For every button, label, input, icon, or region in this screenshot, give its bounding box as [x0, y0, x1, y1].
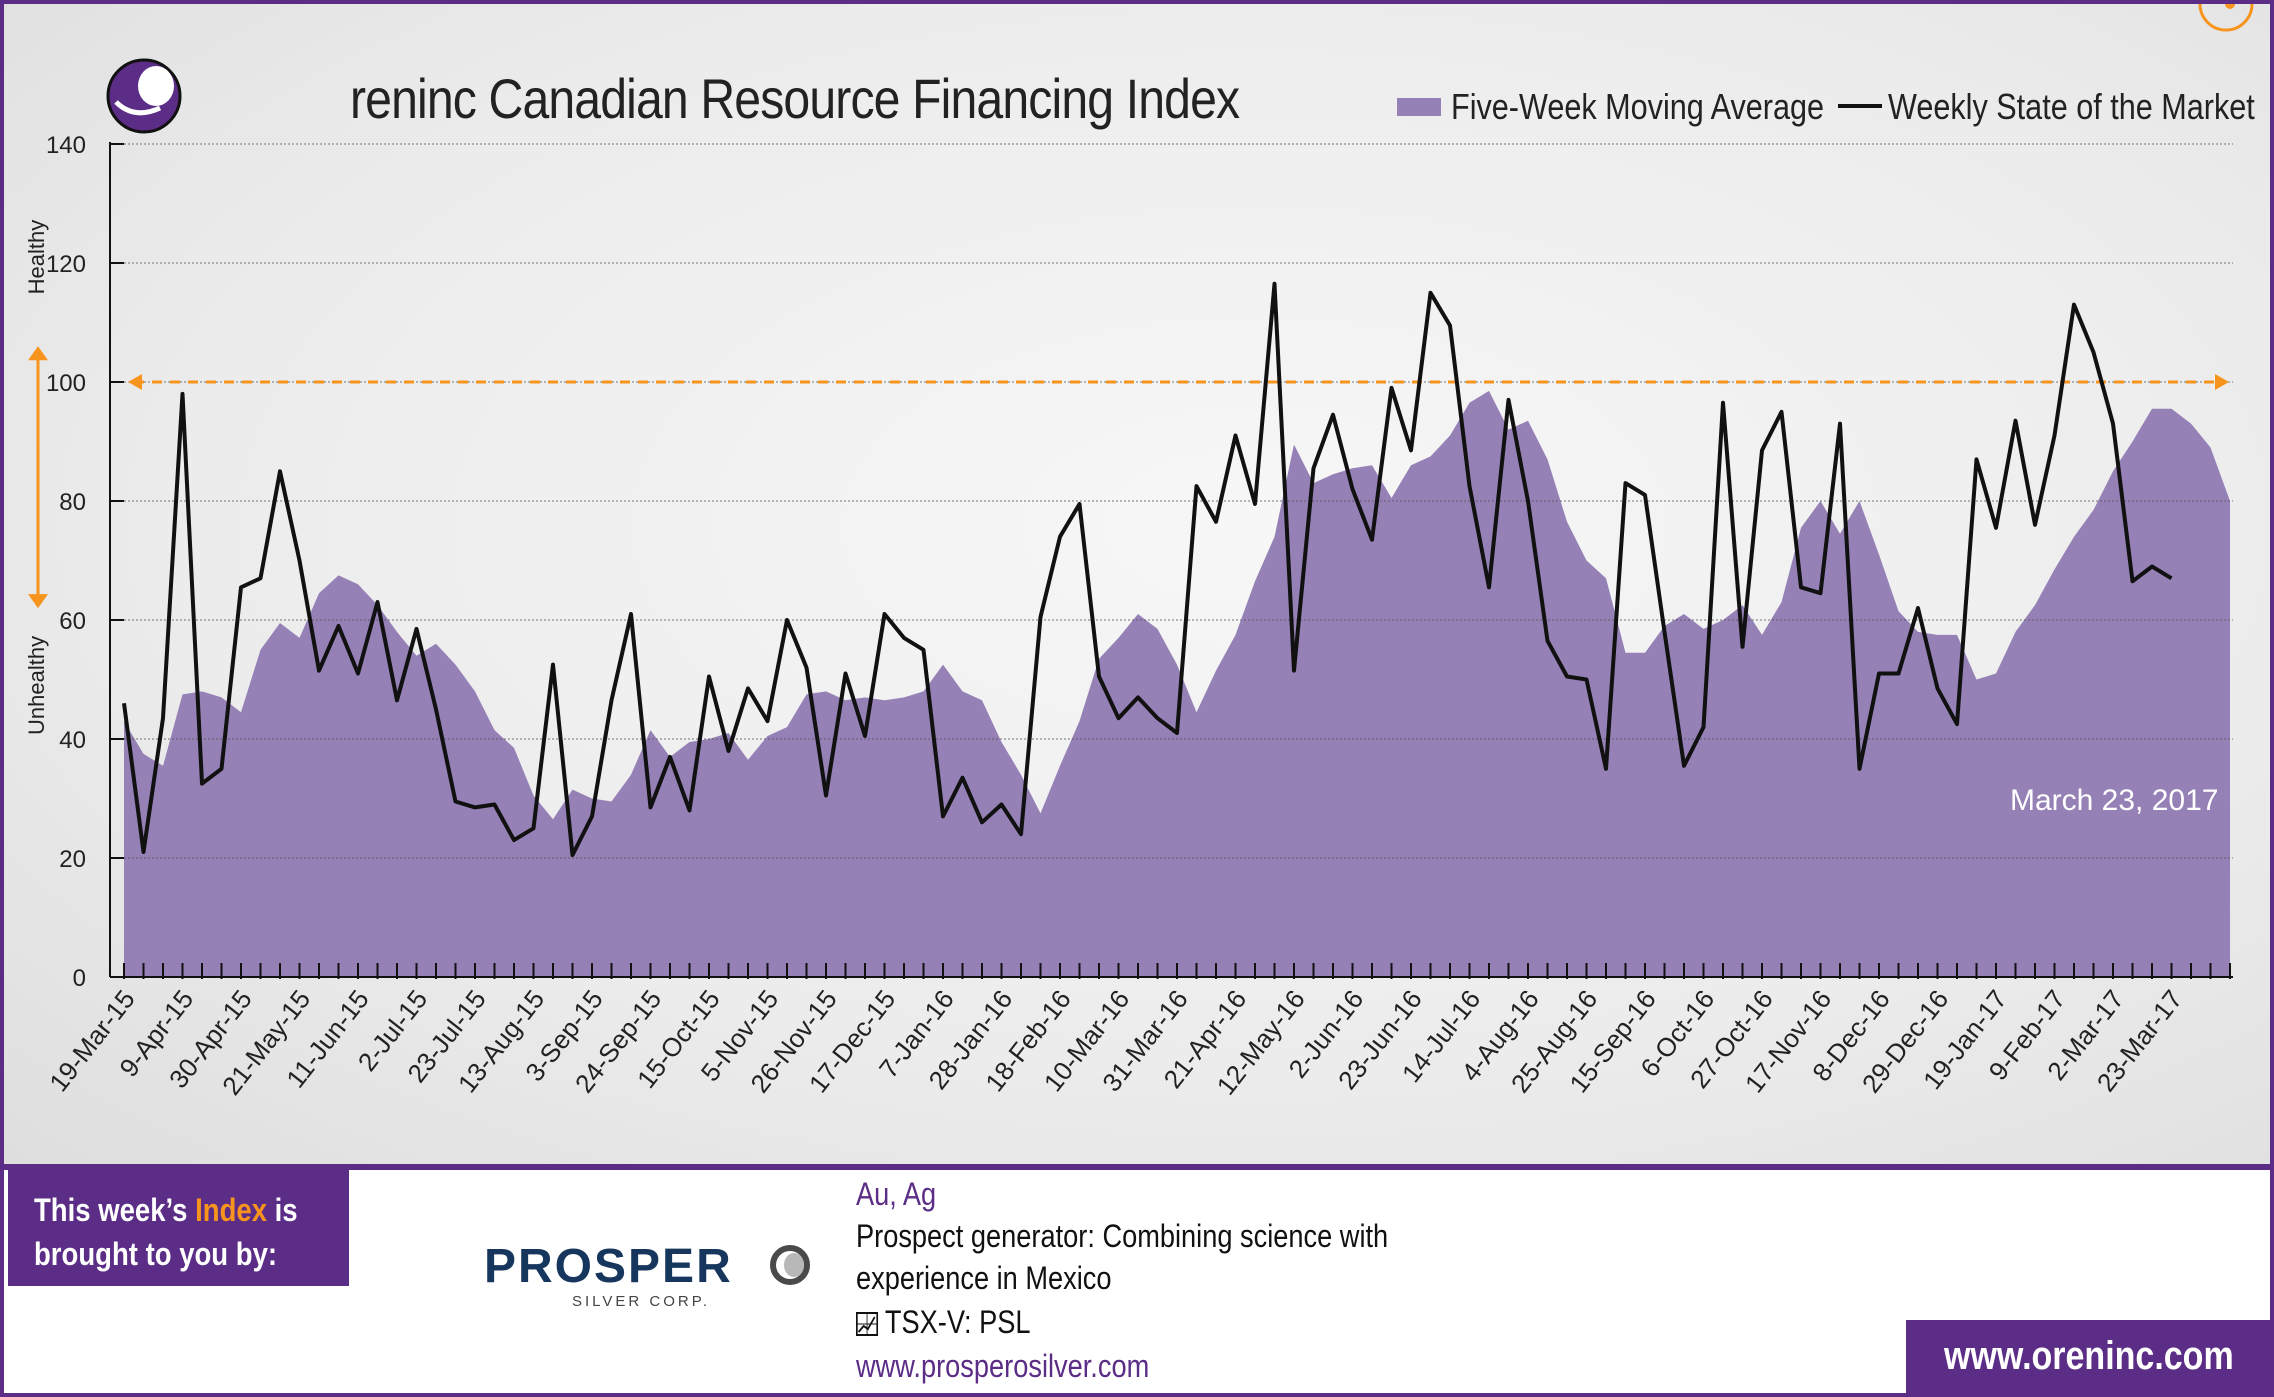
- chart-area: 0 20 40 60 80 100 120 140 19-Mar-15 9-Apr-15 30-Ap…: [4, 4, 2270, 1164]
- sponsor-description-line1: Prospect generator: Combining science wi…: [856, 1218, 1389, 1254]
- health-arrow-up-icon: [28, 346, 48, 361]
- x-tick-label: 19-Mar-15: [43, 984, 140, 1097]
- threshold-arrow-left: [128, 374, 142, 390]
- sponsor-banner-line1: This week’s Index is: [34, 1192, 298, 1228]
- weekly-state-line: [122, 281, 2173, 857]
- y-tick-label: 0: [73, 965, 86, 992]
- sponsor-metals: Au, Ag: [856, 1176, 937, 1212]
- sponsor-banner: This week’s Index is brought to you by:: [8, 1170, 349, 1286]
- stock-chart-icon: [856, 1312, 879, 1336]
- latest-point-dot: [2225, 4, 2235, 9]
- y-tick-label: 80: [59, 489, 86, 516]
- legend-moving-average: Five-Week Moving Average: [1451, 86, 1825, 127]
- svg-text:SILVER CORP.: SILVER CORP.: [572, 1293, 710, 1310]
- sponsor-banner-line2: brought to you by:: [34, 1236, 278, 1272]
- footer-divider: [4, 1164, 2270, 1170]
- legend-weekly-state: Weekly State of the Market: [1888, 86, 2255, 127]
- chart-title: reninc Canadian Resource Financing Index: [350, 67, 1240, 130]
- chart-plot: 02040608010012014019-Mar-159-Apr-1530-Ap…: [24, 4, 2254, 1101]
- health-arrow-down-icon: [28, 594, 48, 609]
- sponsor-ticker: TSX-V: PSL: [856, 1304, 1031, 1341]
- sponsor-website-link[interactable]: www.prosperosilver.com: [856, 1348, 1150, 1384]
- oreninc-logo-icon: [106, 58, 182, 134]
- index-highlight: Index: [195, 1192, 267, 1228]
- y-tick-label: 40: [59, 727, 86, 754]
- threshold-arrow-right: [2215, 374, 2229, 390]
- annotation-date-label: March 23, 2017: [2010, 784, 2218, 817]
- prospero-logo: PROSPER SILVER CORP.: [484, 1240, 810, 1310]
- moving-average-area: [124, 390, 2230, 977]
- y-tick-label: 60: [59, 608, 86, 635]
- y-tick-label: 20: [59, 846, 86, 873]
- legend-swatch-moving-average: [1397, 98, 1441, 116]
- oreninc-website-link[interactable]: www.oreninc.com: [1944, 1334, 2234, 1378]
- unhealthy-label: Unhealthy: [24, 636, 49, 735]
- svg-text:PROSPER: PROSPER: [484, 1240, 733, 1293]
- y-tick-label: 120: [46, 251, 86, 278]
- sponsor-description-line2: experience in Mexico: [856, 1260, 1112, 1296]
- y-tick-label: 100: [46, 370, 86, 397]
- latest-point-highlight: [2198, 4, 2254, 32]
- oreninc-website-box: [1906, 1320, 2270, 1393]
- healthy-label: Healthy: [24, 220, 49, 295]
- y-tick-label: 140: [46, 132, 86, 159]
